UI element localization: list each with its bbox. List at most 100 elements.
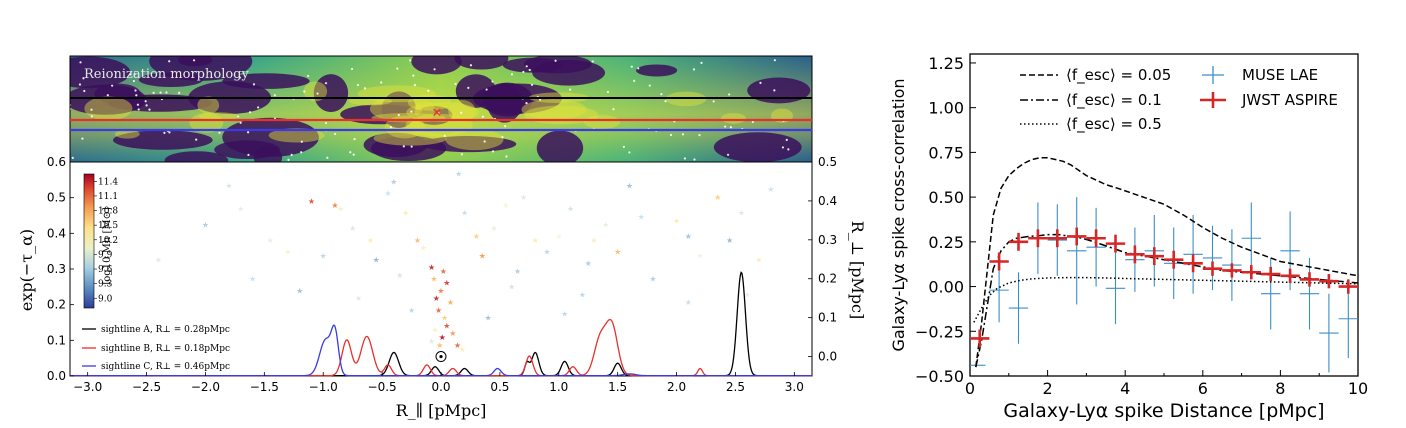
map-galaxy-dot — [469, 64, 473, 67]
galaxy-star: ★ — [649, 275, 656, 284]
neutral-region — [411, 56, 462, 75]
ionized-region — [373, 131, 447, 146]
map-galaxy-dot — [397, 113, 400, 117]
map-galaxy-dot — [510, 73, 514, 76]
galaxy-star: ★ — [685, 232, 692, 241]
colorbar-tick-label: 9.6 — [98, 265, 113, 275]
right-y-axis-label: Galaxy-Lyα spike cross-correlation — [889, 78, 908, 351]
map-galaxy-dot — [352, 153, 355, 156]
galaxy-star: ★ — [626, 181, 633, 190]
map-galaxy-dot — [178, 91, 181, 95]
galaxy-star: ★ — [673, 216, 680, 225]
galaxy-star: ★ — [284, 247, 291, 256]
central-galaxy-dot — [439, 354, 443, 359]
galaxy-star: ★ — [591, 236, 598, 245]
map-galaxy-dot — [290, 153, 293, 156]
galaxy-star: ★ — [249, 275, 256, 284]
galaxy-star: ★ — [443, 279, 450, 288]
map-galaxy-dot — [168, 60, 171, 63]
map-galaxy-dot — [238, 76, 242, 79]
right-x-tick-label: 6 — [1198, 379, 1208, 398]
map-label: Reionization morphology — [84, 67, 250, 82]
colorbar-tick-label: 10.8 — [98, 207, 118, 217]
legend-marker-muse — [1202, 66, 1224, 84]
ionized-region — [414, 100, 435, 121]
galaxy-star: ★ — [428, 263, 435, 272]
right-y-tick-label: −0.25 — [915, 322, 964, 341]
legend-muse-lae: MUSE LAE — [1242, 66, 1318, 84]
right-y-tick-label: 1.00 — [928, 99, 964, 118]
left-y-tick-label: 0.1 — [47, 333, 66, 347]
legend-fesc-005: ⟨f_esc⟩ = 0.05 — [1066, 66, 1171, 85]
galaxy-star: ★ — [447, 298, 454, 307]
map-galaxy-dot — [134, 89, 137, 92]
galaxy-star: ★ — [561, 310, 568, 319]
legend-marker-jwst — [1200, 92, 1226, 108]
map-galaxy-dot — [637, 67, 640, 70]
map-galaxy-dot — [664, 100, 667, 103]
reionization-map — [70, 56, 812, 162]
galaxy-star: ★ — [508, 283, 515, 292]
map-galaxy-dot — [326, 156, 329, 159]
galaxy-star: ★ — [433, 294, 440, 303]
map-galaxy-dot — [630, 65, 633, 68]
ionized-region — [445, 128, 504, 151]
map-galaxy-dot — [248, 111, 252, 114]
right-plot-frame — [969, 53, 1359, 377]
galaxy-star: ★ — [414, 236, 421, 245]
galaxy-points: ★ ★ ★ ★ ★ ★ ★ ★ ★ ★ ★ ★ ★ ★ ★ ★ ★ ★ ★ ★ ★ ★ ★ ★ ★ ★ ★ ★ ★ ★ ★ ★ ★ ★ ★ ★ ★ ★ ★ ★… — [155, 170, 775, 354]
colorbar-tick-label: 10.2 — [98, 236, 118, 246]
galaxy-star: ★ — [439, 333, 446, 342]
left-x-tick-label: −0.5 — [368, 380, 397, 394]
map-galaxy-dot — [530, 83, 534, 86]
map-galaxy-dot — [681, 133, 685, 136]
left-right-y-tick-label: 0.5 — [818, 155, 837, 169]
map-galaxy-dot — [633, 79, 636, 82]
map-galaxy-dot — [316, 92, 319, 95]
map-galaxy-dot — [660, 93, 663, 96]
galaxy-star: ★ — [532, 236, 539, 245]
galaxy-star: ★ — [349, 224, 356, 233]
galaxy-star: ★ — [473, 232, 480, 241]
galaxy-star: ★ — [567, 205, 574, 214]
map-galaxy-dot — [433, 68, 436, 71]
map-galaxy-dot — [239, 121, 242, 124]
map-galaxy-dot — [569, 88, 572, 91]
map-galaxy-dot — [349, 151, 352, 154]
left-y-tick-label: 0.3 — [47, 262, 66, 276]
map-galaxy-dot — [247, 131, 250, 134]
map-galaxy-dot — [443, 134, 446, 137]
left-right-y-tick-label: 0.3 — [818, 233, 837, 247]
right-y-tick-label: 0.25 — [928, 233, 964, 252]
galaxy-star: ★ — [420, 244, 427, 253]
colorbar-tick-label: 9.9 — [98, 250, 113, 260]
galaxy-star: ★ — [396, 271, 403, 280]
map-galaxy-dot — [324, 121, 328, 125]
right-x-tick-label: 4 — [1120, 379, 1130, 398]
galaxy-star: ★ — [331, 201, 338, 210]
left-right-y-ticks: 0.0 0.1 0.2 0.3 0.4 0.5 — [808, 155, 837, 364]
galaxy-star: ★ — [744, 290, 751, 299]
ionized-region — [199, 112, 238, 121]
map-galaxy-dot — [163, 131, 166, 134]
map-galaxy-dot — [724, 125, 727, 128]
colorbar-tick-label: 11.1 — [98, 192, 118, 202]
map-galaxy-dot — [413, 84, 417, 87]
neutral-region — [253, 146, 283, 162]
map-galaxy-dot — [81, 137, 84, 140]
ionized-region — [384, 115, 426, 139]
galaxy-star: ★ — [767, 185, 774, 194]
galaxy-star: ★ — [225, 181, 232, 190]
map-galaxy-dot — [525, 102, 528, 105]
map-galaxy-dot — [159, 91, 162, 94]
galaxy-star: ★ — [461, 209, 468, 218]
map-galaxy-dot — [257, 106, 260, 109]
map-galaxy-dot — [781, 146, 785, 149]
legend-fesc-05: ⟨f_esc⟩ = 0.5 — [1066, 115, 1162, 134]
left-x-tick-label: −3.0 — [73, 380, 102, 394]
map-galaxy-dot — [79, 61, 82, 64]
map-galaxy-dot — [82, 77, 85, 80]
left-y-axis-label: exp(−τ_α) — [17, 229, 36, 311]
left-y-tick-label: 0.4 — [47, 226, 66, 240]
